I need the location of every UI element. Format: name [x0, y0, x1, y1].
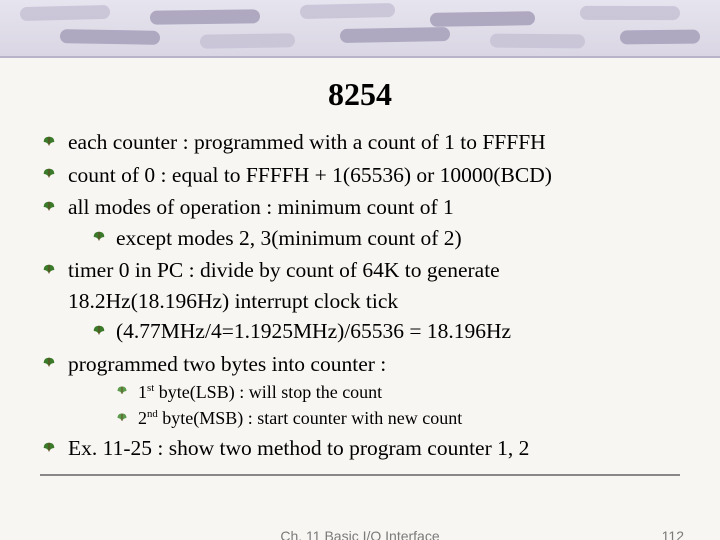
bullet-text: each counter : programmed with a count o… — [68, 130, 546, 154]
bullet-text: all modes of operation : minimum count o… — [68, 195, 454, 219]
list-item: 1st byte(LSB) : will stop the count — [116, 379, 678, 405]
leaf-icon — [42, 356, 56, 368]
list-item: all modes of operation : minimum count o… — [42, 192, 678, 253]
bullet-text: timer 0 in PC : divide by count of 64K t… — [68, 258, 500, 282]
bullet-text: Ex. 11-25 : show two method to program c… — [68, 436, 529, 460]
bullet-text: except modes 2, 3(minimum count of 2) — [116, 226, 462, 250]
leaf-icon — [42, 135, 56, 147]
leaf-icon — [42, 263, 56, 275]
list-item: Ex. 11-25 : show two method to program c… — [42, 433, 678, 464]
list-item: 2nd byte(MSB) : start counter with new c… — [116, 405, 678, 431]
list-item: count of 0 : equal to FFFFH + 1(65536) o… — [42, 160, 678, 191]
list-item: (4.77MHz/4=1.1925MHz)/65536 = 18.196Hz — [92, 316, 678, 347]
divider — [40, 474, 680, 476]
bullet-text: count of 0 : equal to FFFFH + 1(65536) o… — [68, 163, 552, 187]
leaf-icon — [92, 324, 106, 336]
leaf-icon — [92, 230, 106, 242]
bullet-text: programmed two bytes into counter : — [68, 352, 386, 376]
bullet-text: 1st byte(LSB) : will stop the count — [138, 382, 382, 402]
list-item: each counter : programmed with a count o… — [42, 127, 678, 158]
leaf-icon — [116, 412, 130, 424]
footer-chapter: Ch. 11 Basic I/O Interface — [280, 528, 439, 540]
bullet-text: 18.2Hz(18.196Hz) interrupt clock tick — [68, 289, 398, 313]
leaf-icon — [116, 385, 130, 397]
bullet-text: (4.77MHz/4=1.1925MHz)/65536 = 18.196Hz — [116, 319, 511, 343]
leaf-icon — [42, 167, 56, 179]
leaf-icon — [42, 441, 56, 453]
list-item: except modes 2, 3(minimum count of 2) — [92, 223, 678, 254]
slide-body: each counter : programmed with a count o… — [0, 113, 720, 464]
bullet-list: each counter : programmed with a count o… — [42, 127, 678, 464]
page-number: 112 — [662, 528, 684, 540]
slide-title: 8254 — [0, 76, 720, 113]
list-item: timer 0 in PC : divide by count of 64K t… — [42, 255, 678, 347]
leaf-icon — [42, 200, 56, 212]
list-item: programmed two bytes into counter : 1st … — [42, 349, 678, 432]
bullet-text: 2nd byte(MSB) : start counter with new c… — [138, 408, 462, 428]
decorative-banner — [0, 0, 720, 58]
